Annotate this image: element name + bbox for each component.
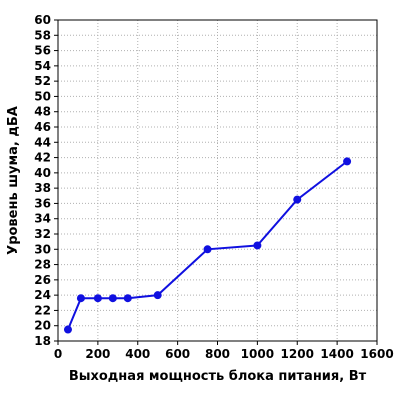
y-tick-label: 40	[34, 166, 51, 180]
y-axis-title: Уровень шума, дБА	[6, 106, 21, 255]
y-tick-label: 52	[34, 74, 51, 88]
y-tick-label: 34	[34, 212, 51, 226]
y-tick-label: 24	[34, 288, 51, 302]
x-tick-label: 0	[54, 347, 62, 361]
y-tick-label: 44	[34, 135, 51, 149]
y-tick-label: 30	[34, 242, 51, 256]
x-tick-label: 200	[85, 347, 110, 361]
series-line	[67, 160, 348, 330]
y-tick-label: 18	[34, 334, 51, 348]
y-tick-label: 58	[34, 28, 51, 42]
y-tick-label: 56	[34, 44, 51, 58]
data-point	[93, 294, 102, 303]
y-tick-label: 54	[34, 59, 51, 73]
data-point	[203, 245, 212, 254]
x-tick-label: 600	[165, 347, 190, 361]
y-tick-label: 36	[34, 196, 51, 210]
x-tick-label: 1000	[241, 347, 274, 361]
x-tick-label: 800	[205, 347, 230, 361]
x-tick-label: 1200	[281, 347, 314, 361]
x-axis-title: Выходная мощность блока питания, Вт	[69, 369, 367, 384]
series-layer	[63, 157, 352, 334]
y-tick-label: 46	[34, 120, 51, 134]
data-point	[108, 294, 117, 303]
y-tick-label: 20	[34, 319, 51, 333]
x-axis-ticks: 0 200 400 600 800 1000 1200 1400 1600	[54, 341, 394, 361]
data-point	[253, 241, 262, 250]
data-point	[76, 294, 85, 303]
data-point	[63, 325, 72, 334]
y-tick-label: 22	[34, 303, 51, 317]
data-point	[343, 157, 352, 166]
x-tick-label: 1400	[320, 347, 353, 361]
y-tick-label: 28	[34, 258, 51, 272]
y-tick-label: 26	[34, 273, 51, 287]
data-point	[123, 294, 132, 303]
data-point	[153, 291, 162, 300]
x-tick-label: 400	[125, 347, 150, 361]
y-tick-label: 42	[34, 151, 51, 165]
grid-lines	[58, 20, 377, 341]
data-point	[293, 195, 302, 204]
y-tick-label: 50	[34, 89, 51, 103]
y-tick-label: 38	[34, 181, 51, 195]
y-tick-label: 48	[34, 105, 51, 119]
y-tick-label: 60	[34, 13, 51, 27]
y-tick-label: 32	[34, 227, 51, 241]
x-tick-label: 1600	[360, 347, 393, 361]
